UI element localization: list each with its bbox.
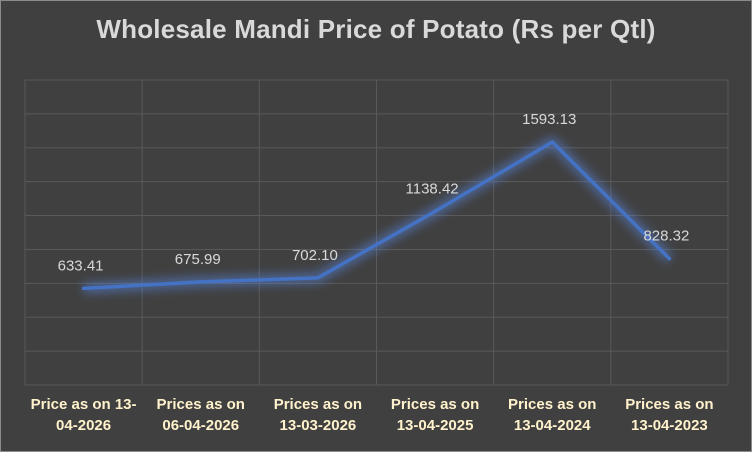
category-label: Prices as on 13-04-2025 bbox=[376, 394, 494, 436]
data-label: 1138.42 bbox=[406, 180, 459, 197]
data-point bbox=[433, 209, 437, 213]
gridlines bbox=[24, 79, 729, 386]
category-label-line: 13-04-2023 bbox=[631, 417, 708, 434]
data-labels: 633.41 675.99 702.10 1138.42 1593.13 828.32 bbox=[58, 111, 690, 274]
category-label: Prices as on 06-04-2026 bbox=[142, 394, 260, 436]
data-label: 828.32 bbox=[643, 228, 689, 245]
data-point bbox=[316, 276, 320, 280]
data-label: 1593.13 bbox=[522, 111, 576, 128]
data-label: 702.10 bbox=[292, 247, 338, 264]
data-point bbox=[550, 140, 554, 144]
category-label-line: 13-04-2024 bbox=[513, 417, 591, 434]
category-label-line: Prices as on bbox=[273, 396, 363, 413]
category-label-line: Prices as on bbox=[390, 396, 480, 413]
category-label-line: 13-04-2025 bbox=[396, 417, 474, 434]
category-label: Prices as on 13-04-2023 bbox=[610, 394, 728, 436]
category-label: Prices as on 13-04-2024 bbox=[493, 394, 611, 436]
data-label: 633.41 bbox=[58, 257, 104, 274]
category-label-line: Price as on 13- bbox=[30, 396, 137, 413]
category-label-line: Prices as on bbox=[625, 396, 714, 413]
category-label-line: 06-04-2026 bbox=[162, 417, 240, 434]
category-label-line: Prices as on bbox=[156, 396, 245, 413]
category-label-line: Prices as on bbox=[508, 396, 597, 413]
category-label: Price as on 13- 04-2026 bbox=[25, 394, 143, 436]
series-potato-price bbox=[81, 137, 673, 293]
category-label-line: 13-03-2026 bbox=[279, 417, 357, 434]
chart-title: Wholesale Mandi Price of Potato (Rs per … bbox=[96, 14, 656, 44]
category-label-line: 04-2026 bbox=[56, 417, 112, 434]
series-line bbox=[81, 140, 672, 291]
data-point bbox=[667, 257, 671, 261]
data-label: 675.99 bbox=[175, 251, 221, 268]
data-point bbox=[82, 286, 86, 290]
data-point bbox=[199, 280, 203, 284]
category-label: Prices as on 13-03-2026 bbox=[259, 394, 377, 436]
